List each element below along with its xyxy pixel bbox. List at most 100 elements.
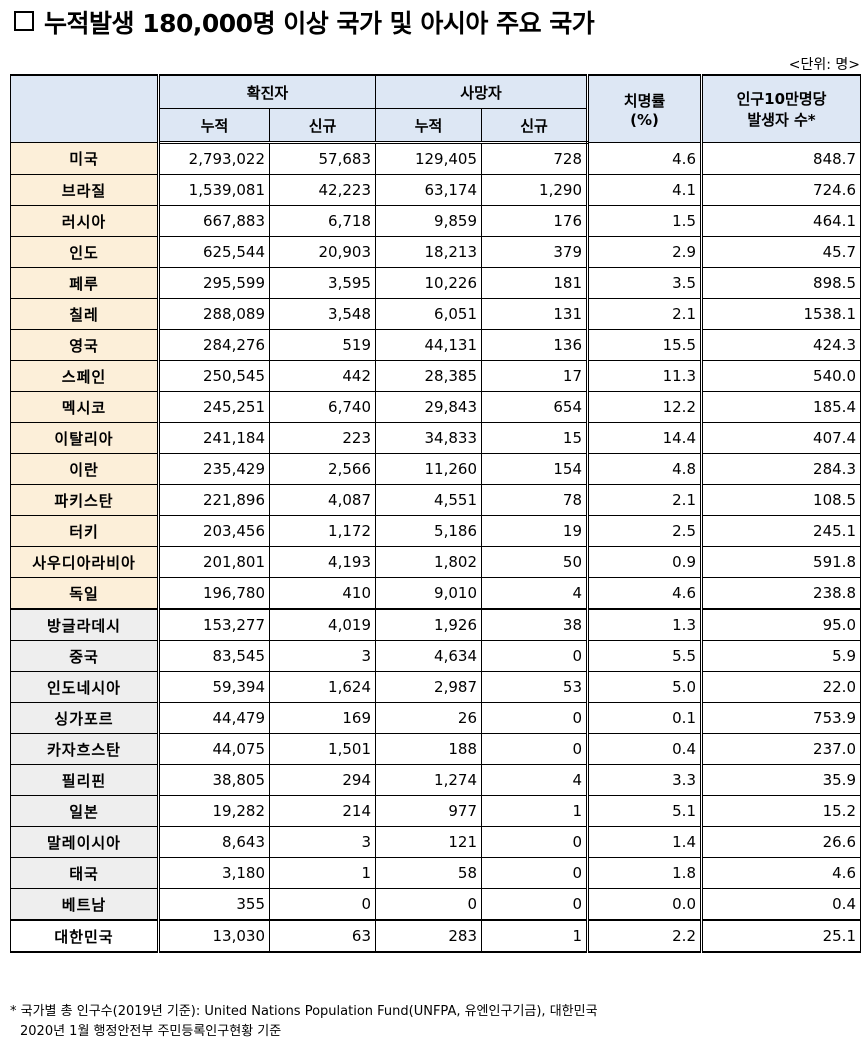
country-cell: 페루 [10, 267, 160, 299]
per100k-cell: 4.6 [701, 857, 861, 889]
conf-new-cell: 57,683 [269, 142, 376, 175]
death-new-cell: 0 [481, 888, 589, 921]
country-cell: 브라질 [10, 174, 160, 206]
death-new-cell: 176 [481, 205, 589, 237]
rate-cell: 3.3 [587, 764, 703, 796]
rate-cell: 4.1 [587, 174, 703, 206]
conf-cum-cell: 235,429 [158, 453, 270, 485]
death-cum-cell: 34,833 [375, 422, 482, 454]
country-cell: 일본 [10, 795, 160, 827]
header-deaths-cumulative: 누적 [375, 108, 482, 144]
per100k-cell: 424.3 [701, 329, 861, 361]
death-new-cell: 136 [481, 329, 589, 361]
rate-cell: 3.5 [587, 267, 703, 299]
per100k-cell: 22.0 [701, 671, 861, 703]
per100k-cell: 848.7 [701, 142, 861, 175]
conf-new-cell: 4,019 [269, 608, 376, 641]
header-per100k: 인구10만명당 발생자 수* [701, 74, 861, 143]
conf-new-cell: 4,193 [269, 546, 376, 578]
conf-cum-cell: 355 [158, 888, 270, 921]
conf-new-cell: 223 [269, 422, 376, 454]
country-cell: 카자흐스탄 [10, 733, 160, 765]
header-row-2: 누적 신규 누적 신규 [11, 108, 861, 144]
conf-new-cell: 1,172 [269, 515, 376, 547]
footnote-line-1: * 국가별 총 인구수(2019년 기준): United Nations Po… [10, 1004, 598, 1019]
table-row: 베트남 355 0 0 0 0.0 0.4 [10, 888, 861, 921]
per100k-cell: 407.4 [701, 422, 861, 454]
rate-cell: 4.6 [587, 142, 703, 175]
header-row-1: 확진자 사망자 치명률 (%) 인구10만명당 발생자 수* [10, 74, 861, 143]
per100k-cell: 753.9 [701, 702, 861, 734]
country-cell: 스페인 [10, 360, 160, 392]
conf-new-cell: 3,548 [269, 298, 376, 330]
death-cum-cell: 0 [375, 888, 482, 921]
covid-table: 확진자 사망자 치명률 (%) 인구10만명당 발생자 수* 누적 신규 누적 신규… [10, 74, 861, 953]
conf-new-cell: 4,087 [269, 484, 376, 516]
table-row: 필리핀 38,805 294 1,274 4 3.3 35.9 [10, 764, 861, 796]
header-confirmed-new: 신규 [269, 108, 376, 144]
rate-cell: 2.1 [587, 484, 703, 516]
header-deaths: 사망자 [375, 74, 589, 109]
country-cell: 독일 [10, 577, 160, 610]
death-new-cell: 0 [481, 826, 589, 858]
country-cell: 태국 [10, 857, 160, 889]
conf-new-cell: 2,566 [269, 453, 376, 485]
page-title: 누적발생 180,000명 이상 국가 및 아시아 주요 국가 [14, 4, 595, 40]
conf-new-cell: 63 [269, 919, 376, 953]
death-cum-cell: 26 [375, 702, 482, 734]
conf-new-cell: 6,740 [269, 391, 376, 423]
death-cum-cell: 4,551 [375, 484, 482, 516]
death-new-cell: 17 [481, 360, 589, 392]
rate-cell: 1.8 [587, 857, 703, 889]
table-row: 말레이시아 8,643 3 121 0 1.4 26.6 [10, 826, 861, 858]
rate-cell: 2.2 [587, 919, 703, 953]
per100k-cell: 724.6 [701, 174, 861, 206]
unit-label: <단위: 명> [788, 57, 860, 73]
table-row: 인도네시아 59,394 1,624 2,987 53 5.0 22.0 [10, 671, 861, 703]
header-fatality: 치명률 (%) [587, 74, 703, 143]
table-row: 멕시코 245,251 6,740 29,843 654 12.2 185.4 [10, 391, 861, 423]
country-cell: 필리핀 [10, 764, 160, 796]
rate-cell: 0.0 [587, 888, 703, 921]
country-cell: 미국 [10, 142, 160, 175]
death-new-cell: 0 [481, 733, 589, 765]
death-cum-cell: 1,926 [375, 608, 482, 641]
rate-cell: 1.3 [587, 608, 703, 641]
conf-new-cell: 1 [269, 857, 376, 889]
conf-new-cell: 6,718 [269, 205, 376, 237]
death-new-cell: 131 [481, 298, 589, 330]
rate-cell: 0.4 [587, 733, 703, 765]
death-cum-cell: 11,260 [375, 453, 482, 485]
checkbox-square-icon [14, 11, 34, 31]
rate-cell: 5.5 [587, 640, 703, 672]
death-new-cell: 15 [481, 422, 589, 454]
table-row: 사우디아라비아 201,801 4,193 1,802 50 0.9 591.8 [10, 546, 861, 578]
per100k-cell: 185.4 [701, 391, 861, 423]
table-row: 파키스탄 221,896 4,087 4,551 78 2.1 108.5 [10, 484, 861, 516]
conf-cum-cell: 250,545 [158, 360, 270, 392]
per100k-cell: 898.5 [701, 267, 861, 299]
per100k-cell: 1538.1 [701, 298, 861, 330]
country-cell: 싱가포르 [10, 702, 160, 734]
death-cum-cell: 283 [375, 919, 482, 953]
header-confirmed: 확진자 [158, 74, 376, 109]
per100k-cell: 284.3 [701, 453, 861, 485]
table-row: 러시아 667,883 6,718 9,859 176 1.5 464.1 [10, 205, 861, 237]
country-cell: 방글라데시 [10, 608, 160, 641]
conf-cum-cell: 13,030 [158, 919, 270, 953]
death-new-cell: 4 [481, 577, 589, 610]
table-row: 이탈리아 241,184 223 34,833 15 14.4 407.4 [10, 422, 861, 454]
country-cell: 이란 [10, 453, 160, 485]
conf-new-cell: 3,595 [269, 267, 376, 299]
conf-cum-cell: 667,883 [158, 205, 270, 237]
rate-cell: 0.9 [587, 546, 703, 578]
country-cell: 베트남 [10, 888, 160, 921]
rate-cell: 1.4 [587, 826, 703, 858]
table-row: 방글라데시 153,277 4,019 1,926 38 1.3 95.0 [10, 608, 861, 641]
death-new-cell: 654 [481, 391, 589, 423]
table-row: 태국 3,180 1 58 0 1.8 4.6 [10, 857, 861, 889]
conf-cum-cell: 196,780 [158, 577, 270, 610]
death-new-cell: 0 [481, 857, 589, 889]
death-cum-cell: 63,174 [375, 174, 482, 206]
death-new-cell: 154 [481, 453, 589, 485]
